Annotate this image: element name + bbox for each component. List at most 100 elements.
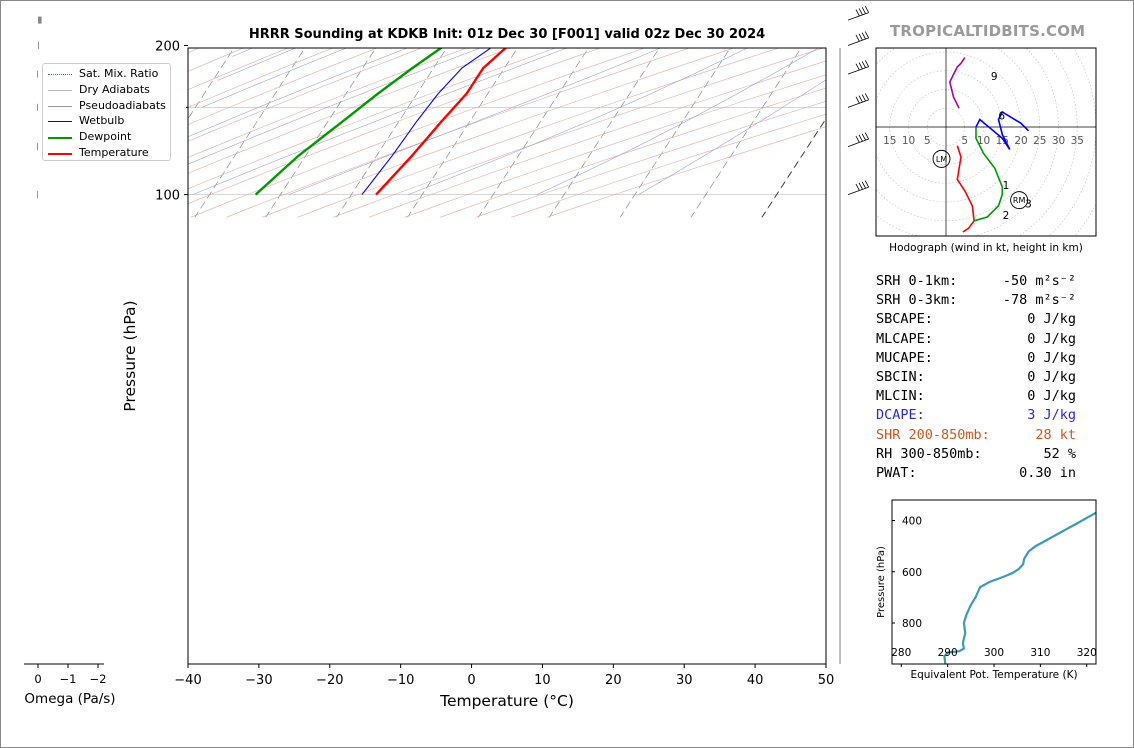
wind-barb-flag <box>864 31 870 39</box>
skewt-axes-frame <box>187 47 827 665</box>
stat-value: -50 m²s⁻² <box>1002 273 1076 289</box>
dry-adiabat-line <box>368 60 826 218</box>
stat-key: SRH 0-1km: <box>876 273 958 289</box>
pressure-tick-label: 100 <box>155 189 180 204</box>
wind-barb-flag <box>861 61 866 68</box>
dry-adiabat-line <box>475 100 826 218</box>
temperature-tick-label: 50 <box>818 673 835 688</box>
legend-label: Pseudoadiabats <box>79 98 166 112</box>
pressure-axis-label: Pressure (hPa) <box>121 300 139 411</box>
wind-barb <box>847 180 870 195</box>
stat-key: PWAT: <box>876 464 917 481</box>
wind-barb-flag <box>864 132 870 140</box>
theta-e-x-tick-label: 280 <box>891 647 911 659</box>
pseudoadiabat-line <box>246 0 1134 35</box>
hodo-height-label: 3 <box>1025 199 1032 211</box>
dry-adiabat-line <box>404 74 826 218</box>
temperature-axis-label: Temperature (°C) <box>439 692 574 710</box>
legend-swatch <box>48 137 72 140</box>
hodo-ring-label: 10 <box>902 135 915 147</box>
right-mover-label-circle <box>1010 191 1029 210</box>
omega-bar <box>38 16 42 24</box>
legend-swatch <box>48 105 72 107</box>
wind-barb-flag <box>855 183 860 191</box>
omega-tick-label: 0 <box>34 672 41 686</box>
stat-key: MLCAPE: <box>876 330 933 347</box>
hodo-ring-label: 20 <box>1014 135 1027 147</box>
stats-panel: SRH 0-1km: -50 m²s⁻² SRH 0-3km: -78 m²s⁻² SB… <box>876 272 1076 483</box>
dry-adiabat-line <box>261 48 735 218</box>
theta-e-trace <box>943 511 1096 664</box>
stat-key: MUCAPE: <box>876 349 933 366</box>
legend-item: Pseudoadiabats <box>43 98 170 114</box>
skewt-plot-area: 246810131620243036 <box>188 0 1134 218</box>
stat-value: 0 J/kg <box>1027 388 1076 405</box>
isotherm-line <box>1116 0 1134 217</box>
stat-key: RH 300-850mb: <box>876 445 982 462</box>
sounding-wetbulb-trace <box>361 48 492 195</box>
stat-row: MLCIN: 0 J/kg <box>876 387 1076 406</box>
hodo-height-label: 6 <box>998 110 1005 122</box>
legend-item: Dry Adiabats <box>43 82 170 98</box>
theta-e-y-tick-label: 600 <box>902 567 922 579</box>
hodo-height-label: 9 <box>991 71 998 83</box>
wind-barb-flag <box>864 5 870 13</box>
isotherm-line <box>548 48 660 218</box>
legend-item: Sat. Mix. Ratio <box>43 66 170 82</box>
isotherm-line <box>194 48 306 218</box>
stat-key: MLCIN: <box>876 388 925 405</box>
wind-barb-flag <box>861 32 866 40</box>
temperature-tick-label: 0 <box>467 673 475 688</box>
wind-barb <box>847 93 870 108</box>
legend-label: Sat. Mix. Ratio <box>79 67 159 80</box>
theta-e-area <box>943 511 1096 664</box>
wind-barb <box>847 5 870 21</box>
dry-adiabat-line <box>190 48 646 218</box>
dry-adiabat-line <box>188 48 423 142</box>
theta-e-x-tick-label: 290 <box>938 647 958 659</box>
wind-barb-flag <box>858 95 863 103</box>
zero-isotherm-line <box>761 117 826 218</box>
omega-bar <box>37 103 38 111</box>
omega-axis-label: Omega (Pa/s) <box>24 691 115 707</box>
wind-barb-flag <box>858 62 863 70</box>
hodo-ring-label: 10 <box>977 135 990 147</box>
stat-row: DCAPE: 3 J/kg <box>876 406 1076 425</box>
legend-swatch <box>48 121 72 123</box>
isotherm-line <box>975 0 1134 217</box>
stat-value: 0 J/kg <box>1027 368 1076 385</box>
stat-key: SHR 200-850mb: <box>876 426 990 443</box>
hodo-height-label: 1 <box>1003 180 1010 192</box>
sounding-dewpoint-trace <box>254 48 444 196</box>
dry-adiabat-line <box>511 113 826 218</box>
legend-label: Dry Adiabats <box>79 82 150 96</box>
hodo-ring-label: 5 <box>924 135 931 147</box>
sounding-temperature-trace <box>375 48 508 196</box>
stat-key: DCAPE: <box>876 407 925 424</box>
hodo-trace-segment <box>948 57 966 109</box>
theta-e-x-tick-label: 310 <box>1030 647 1050 659</box>
wind-barb-flag <box>861 7 866 14</box>
stat-row: MLCAPE: 0 J/kg <box>876 330 1076 349</box>
stat-row: SBCAPE: 0 J/kg <box>876 310 1076 329</box>
hodo-trace-segment <box>956 145 975 233</box>
stat-row: SBCIN: 0 J/kg <box>876 368 1076 387</box>
pseudoadiabat-line <box>202 48 348 108</box>
wind-barb <box>847 31 870 46</box>
omega-bar <box>37 191 38 199</box>
dry-adiabat-line <box>188 48 468 158</box>
dry-adiabat-line <box>188 48 602 205</box>
hodo-ring-label: 35 <box>1071 135 1084 147</box>
hodograph-caption: Hodograph (wind in kt, height in km) <box>889 242 1083 254</box>
stat-key: SBCIN: <box>876 368 925 385</box>
temperature-tick-label: −20 <box>316 673 343 688</box>
stat-key: SBCAPE: <box>876 311 933 328</box>
isotherm-line <box>336 48 448 218</box>
legend-item: Dewpoint <box>43 129 170 145</box>
wind-barb-flag <box>858 134 863 142</box>
theta-e-y-tick-label: 800 <box>902 618 922 630</box>
legend-label: Wetbulb <box>79 114 125 128</box>
wind-barb <box>847 60 870 75</box>
